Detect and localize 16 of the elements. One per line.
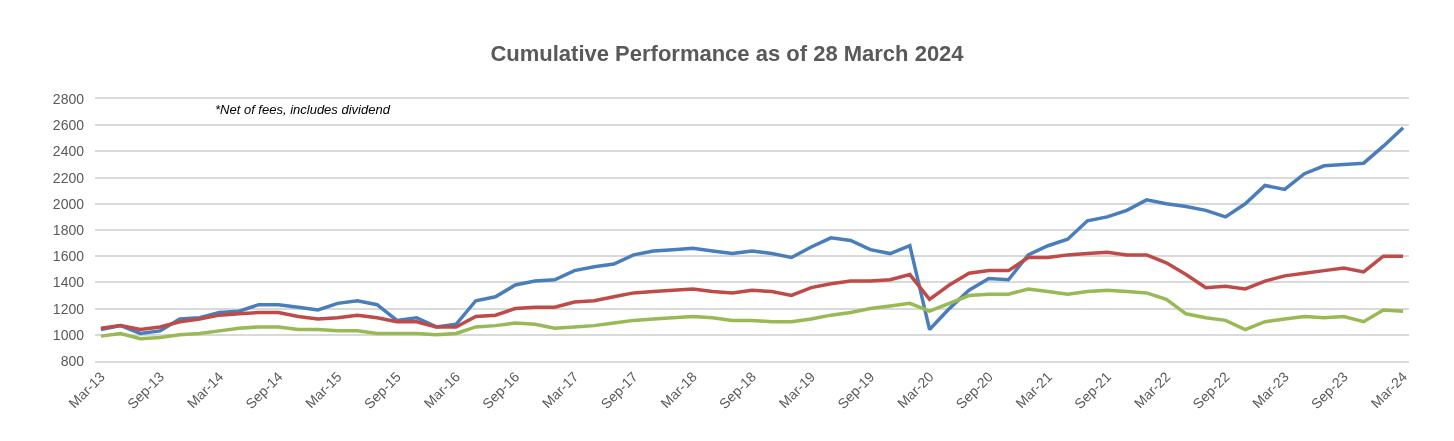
y-tick-label: 2200: [52, 169, 85, 186]
y-tick-label: 2400: [52, 143, 85, 160]
chart-title: Cumulative Performance as of 28 March 2024: [490, 40, 965, 66]
line-series: [99, 250, 1405, 332]
y-tick-label: 800: [60, 352, 85, 369]
annotation: *Net of fees, includes dividend: [215, 102, 391, 117]
y-tick-label: 1800: [52, 221, 85, 238]
y-tick-label: 1600: [52, 248, 85, 265]
y-tick-label: 1000: [52, 326, 85, 343]
line-series: [99, 126, 1405, 336]
y-tick-label: 2800: [52, 90, 85, 107]
y-tick-label: 1400: [52, 274, 85, 291]
line-series: [99, 287, 1405, 341]
y-tick-label: 2000: [52, 195, 85, 212]
y-tick-label: 2600: [52, 117, 85, 134]
y-tick-label: 1200: [52, 300, 85, 317]
